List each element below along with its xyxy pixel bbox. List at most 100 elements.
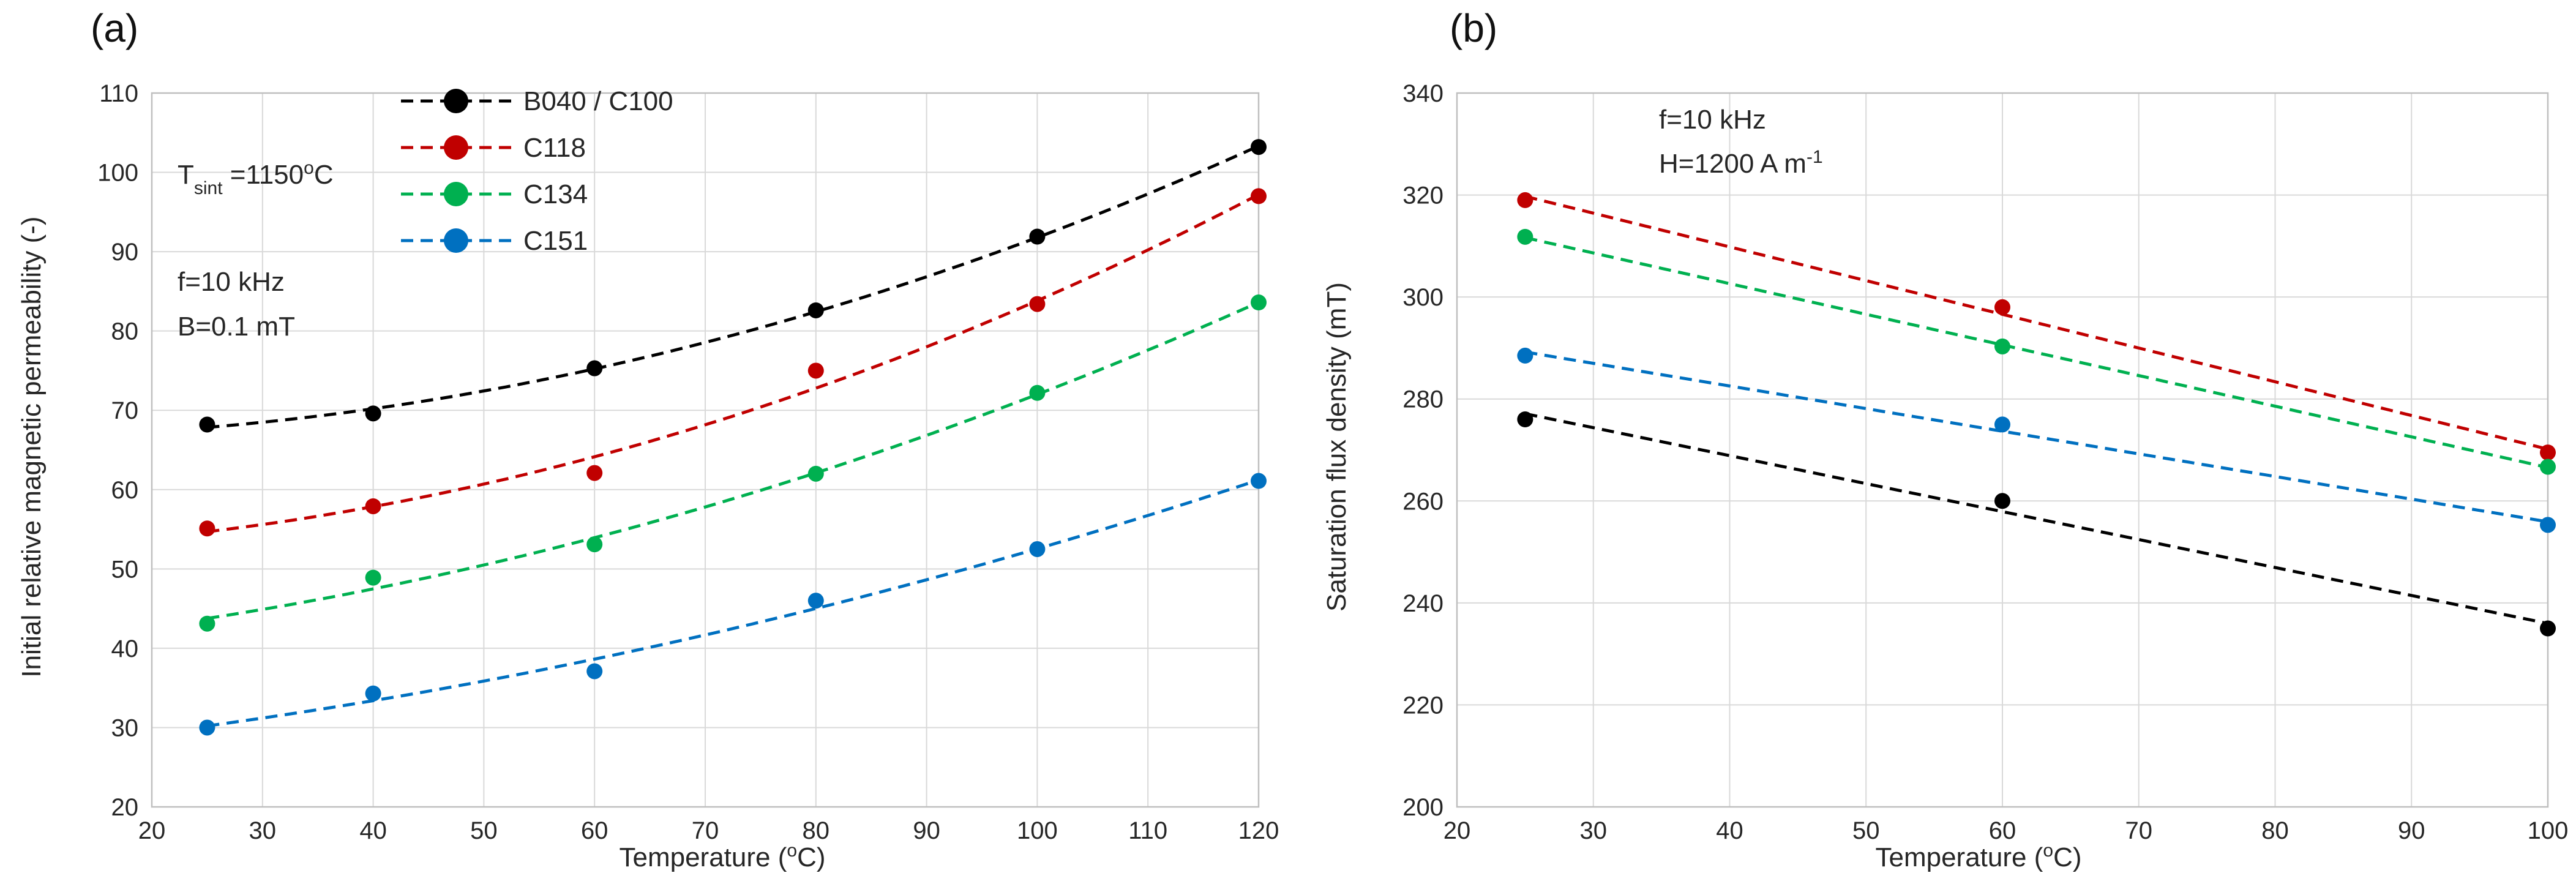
panel-a-y-tick-label: 110 (99, 80, 138, 107)
panel-a-sintering-temperature: Tsint =1150oC (178, 158, 334, 198)
panel-b-y-tick-label: 320 (1402, 182, 1443, 209)
panel-a-trendline-c118 (207, 193, 1260, 533)
panel-a-y-tick-label: 80 (111, 318, 139, 345)
panel-a-series (199, 139, 1267, 736)
panel-a-x-tick-label: 30 (249, 817, 277, 844)
panel-a-x-tick-label: 60 (581, 817, 608, 844)
panel-b-x-tick-label: 30 (1580, 817, 1608, 844)
panel-b-point-c118 (1994, 299, 2010, 315)
panel-b-y-tick-label: 300 (1402, 284, 1443, 311)
panel-a-point-c134 (1251, 294, 1267, 311)
panel-b-x-tick-label: 40 (1716, 817, 1743, 844)
panel-a-y-tick-label: 40 (111, 635, 139, 662)
panel-b-y-ticks: 200 220 240 260 280 300 320 340 (1402, 80, 1443, 821)
panel-b-field-note: H=1200 A m-1 (1659, 147, 1823, 179)
panel-b-point-c134 (1517, 228, 1533, 245)
panel-b-frequency-note: f=10 kHz (1659, 105, 1766, 135)
panel-a-x-ticks: 20 30 40 50 60 70 80 90 100 110 120 (138, 817, 1279, 844)
panel-a-x-tick-label: 120 (1238, 817, 1279, 844)
legend-marker-c151 (444, 228, 468, 253)
panel-b-trendline-b040-c100 (1524, 412, 2548, 625)
panel-a-point-c134 (199, 615, 215, 632)
panel-b-x-tick-label: 20 (1443, 817, 1471, 844)
panel-a-trendline-c134 (207, 301, 1260, 620)
panel-a-x-tick-label: 40 (359, 817, 387, 844)
panel-b-x-tick-label: 70 (2125, 817, 2153, 844)
panel-b-point-b040-c100 (2540, 620, 2556, 637)
panel-a-y-tick-label: 20 (111, 794, 139, 821)
panel-a-x-tick-label: 90 (913, 817, 940, 844)
panel-a-point-c118 (1029, 296, 1046, 312)
panel-b: 20 30 40 50 60 70 80 90 100 200 220 240 260 280 300 32… (1322, 6, 2568, 872)
panel-b-y-tick-label: 200 (1402, 794, 1443, 821)
legend: B040 / C100 C118 C134 C151 (401, 86, 673, 256)
panel-a: 20 30 40 50 60 70 80 90 100 110 120 20 30 40 50 60 70 80… (17, 6, 1279, 872)
panel-a-y-tick-label: 100 (97, 160, 138, 187)
panel-a-point-c134 (1029, 384, 1046, 401)
panel-b-y-tick-label: 280 (1402, 386, 1443, 413)
panel-a-plot-frame (151, 92, 1260, 808)
panel-a-point-c134 (365, 569, 381, 586)
panel-b-label: (b) (1450, 6, 1497, 50)
panel-a-point-c134 (586, 536, 603, 553)
panel-b-point-c151 (2540, 517, 2556, 533)
panel-a-trendline-b040-c100 (207, 144, 1260, 429)
panel-b-x-axis-label: Temperature (oC) (1875, 841, 2081, 873)
panel-a-x-axis-label: Temperature (oC) (619, 841, 825, 873)
panel-a-x-tick-label: 100 (1017, 817, 1058, 844)
panel-a-point-c118 (365, 498, 381, 514)
panel-b-grid (1456, 92, 2548, 807)
panel-b-x-tick-label: 60 (1989, 817, 2016, 844)
panel-b-point-c134 (1994, 338, 2010, 354)
panel-a-point-b040-c100 (1251, 139, 1267, 155)
panel-b-series (1517, 192, 2556, 637)
panel-a-y-tick-label: 50 (111, 556, 139, 583)
panel-a-point-c118 (1251, 188, 1267, 204)
panel-b-point-c118 (1517, 192, 1533, 208)
panel-b-trendline-c118 (1524, 195, 2548, 451)
panel-b-y-tick-label: 260 (1402, 488, 1443, 515)
panel-a-x-tick-label: 110 (1128, 817, 1167, 844)
panel-a-x-tick-label: 70 (692, 817, 719, 844)
panel-b-point-c151 (1517, 347, 1533, 364)
panel-b-y-axis-label: Saturation flux density (mT) (1322, 282, 1352, 612)
legend-marker-c118 (444, 135, 468, 160)
panel-a-trendline-c151 (207, 478, 1259, 728)
panel-b-x-tick-label: 80 (2261, 817, 2289, 844)
panel-b-y-tick-label: 240 (1402, 590, 1443, 617)
panel-a-point-c151 (1251, 473, 1267, 489)
panel-a-point-c118 (199, 520, 215, 537)
panel-a-point-c118 (807, 362, 824, 379)
panel-a-point-c151 (807, 593, 824, 609)
panel-a-point-c151 (365, 685, 381, 702)
panel-a-x-tick-label: 50 (470, 817, 498, 844)
panel-b-point-c151 (1994, 416, 2010, 433)
panel-a-point-b040-c100 (365, 405, 381, 422)
legend-label-c151: C151 (523, 226, 588, 256)
legend-label-c134: C134 (523, 179, 588, 209)
panel-a-y-tick-label: 70 (111, 397, 139, 424)
panel-a-grid (151, 92, 1259, 807)
panel-a-x-tick-label: 80 (803, 817, 830, 844)
panel-b-x-tick-label: 90 (2398, 817, 2425, 844)
panel-b-x-ticks: 20 30 40 50 60 70 80 90 100 (1443, 817, 2569, 844)
panel-a-point-c118 (586, 465, 603, 481)
panel-a-x-tick-label: 20 (138, 817, 166, 844)
panel-a-point-c134 (807, 465, 824, 482)
panel-a-y-axis-label: Initial relative magnetic permeability (… (17, 216, 47, 677)
panel-b-trendline-c151 (1524, 350, 2548, 523)
panel-b-x-tick-label: 100 (2528, 817, 2569, 844)
panel-a-point-c151 (1029, 541, 1046, 557)
panel-a-field-note: B=0.1 mT (178, 312, 295, 342)
panel-a-y-ticks: 20 30 40 50 60 70 80 90 100 110 (97, 80, 138, 821)
legend-label-b040-c100: B040 / C100 (523, 86, 673, 116)
panel-a-label: (a) (91, 6, 138, 50)
panel-a-point-c151 (586, 663, 603, 680)
panel-a-y-tick-label: 30 (111, 714, 139, 741)
panel-b-point-c118 (2540, 444, 2556, 461)
panel-a-y-tick-label: 60 (111, 477, 139, 504)
panel-b-y-tick-label: 340 (1402, 80, 1443, 107)
panel-a-point-b040-c100 (586, 360, 603, 377)
panel-a-point-b040-c100 (199, 416, 215, 433)
